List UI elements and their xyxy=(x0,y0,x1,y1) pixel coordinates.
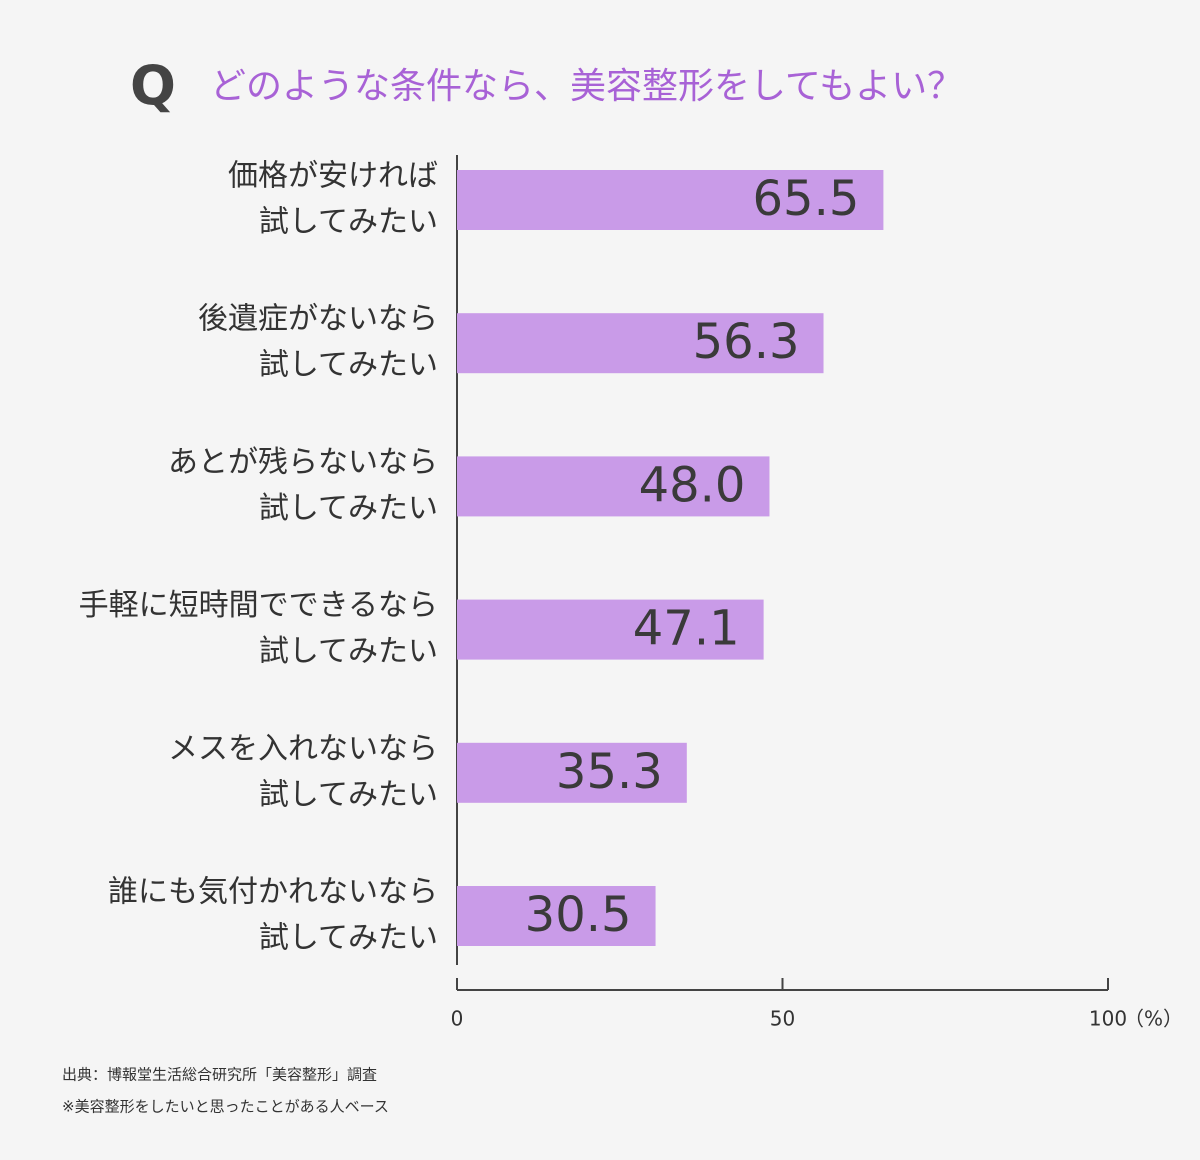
category-label: 後遺症がないなら xyxy=(198,302,438,337)
category-label: 手軽に短時間でできるなら xyxy=(79,588,438,623)
value-label: 35.3 xyxy=(556,744,663,800)
category-label: 試してみたい xyxy=(259,348,438,383)
x-unit: （%） xyxy=(1124,1007,1183,1031)
value-label: 65.5 xyxy=(753,171,860,227)
value-label: 56.3 xyxy=(693,314,800,370)
x-tick-label: 0 xyxy=(451,1007,464,1031)
source-note: ※美容整形をしたいと思ったことがある人ベース xyxy=(62,1098,389,1116)
category-label: 試してみたい xyxy=(259,921,438,956)
chart-title: どのような条件なら、美容整形をしてもよい？ xyxy=(210,66,963,107)
category-label: あとが残らないなら xyxy=(168,445,438,480)
category-label: 試してみたい xyxy=(259,777,438,812)
category-label: 誰にも気付かれないなら xyxy=(108,875,438,910)
x-tick-label: 50 xyxy=(770,1007,795,1031)
bar xyxy=(457,742,687,803)
bar xyxy=(457,599,764,660)
category-label: 価格が安ければ xyxy=(228,159,438,194)
bar xyxy=(457,170,884,230)
bar xyxy=(457,313,824,374)
category-label: 試してみたい xyxy=(259,205,438,240)
category-label: メスを入れないなら xyxy=(168,731,438,766)
category-label: 試してみたい xyxy=(259,491,438,526)
category-label: 試してみたい xyxy=(259,634,438,669)
x-tick-label: 100 xyxy=(1089,1007,1127,1031)
value-label: 48.0 xyxy=(639,457,746,513)
source-note: 出典：博報堂生活総合研究所「美容整形」調査 xyxy=(62,1066,377,1084)
question-label: Q xyxy=(130,55,176,118)
value-label: 47.1 xyxy=(633,601,740,657)
bar xyxy=(457,456,770,517)
bar xyxy=(457,886,656,946)
value-label: 30.5 xyxy=(525,887,632,943)
